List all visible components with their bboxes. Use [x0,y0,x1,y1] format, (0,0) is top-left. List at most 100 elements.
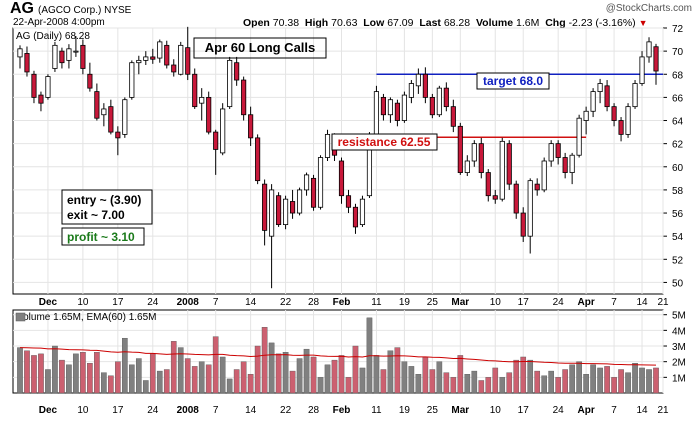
volume-x-tick-label: 2008 [177,405,200,416]
candle-body [338,160,345,197]
volume-bar [170,341,177,394]
volume-bar [149,353,156,394]
candle-body [387,99,393,116]
candle-body [17,48,23,58]
volume-bar [261,327,268,394]
candle-body [408,83,414,98]
candle-body [199,96,205,104]
candle-body [122,99,128,135]
volume-bar [247,374,254,394]
high-label: High [304,17,329,29]
volume-bar [191,366,198,394]
volume-bar [506,372,513,394]
volume-bar [45,369,51,394]
candle-body [569,154,575,173]
candle-body [639,56,645,84]
volume-bar [226,378,233,394]
volume-bar [184,358,191,394]
resistance-label-box [331,133,438,151]
candle-body [583,110,589,121]
candle-body [555,143,561,158]
volume-bar [541,375,548,394]
exit-label: exit ~ 7.00 [67,208,125,222]
candle-body [310,177,317,208]
volume-bar [590,364,596,394]
volume-x-tick-label: 22 [280,405,292,416]
volume-bar [527,359,534,394]
company-name: (AGCO Corp.) NYSE [38,5,132,16]
candle-body [178,44,184,75]
candle-body [220,108,226,154]
candle-body [492,195,498,200]
candle-body [632,83,638,108]
volume-bar [583,374,589,394]
candle-body [255,137,261,182]
volume-bar [156,370,163,394]
volume-bar [457,355,464,394]
volume-bar [233,369,240,394]
candle-body [590,91,596,112]
candle-body [457,125,463,173]
open-label: Open [243,17,270,29]
volume-bar [282,352,289,394]
candle-body [653,46,659,72]
volume-bar [289,370,296,394]
volume-bar [94,352,100,394]
volume-label: Volume [475,17,514,29]
candle-body [276,195,282,226]
price-tick-label: 52 [672,255,684,266]
volume-x-tick-label: Feb [333,405,351,416]
candle-body [478,143,484,173]
volume-bar [122,337,128,394]
candle-body [317,157,324,208]
candle-body [576,117,582,156]
price-x-tick-label: 17 [518,297,530,308]
price-x-tick-label: Mar [451,297,469,308]
candle-body [136,59,142,64]
candle-body [234,62,240,81]
volume-x-tick-label: 7 [611,405,617,416]
candle-body [548,143,554,162]
high-value: 70.63 [331,17,358,29]
chg-label: Chg [545,17,566,29]
volume-x-tick-label: 11 [371,405,382,416]
volume-bar [415,374,422,394]
volume-bar [115,361,121,394]
volume-bar [401,361,408,394]
candle-body [38,94,44,104]
last-label: Last [419,17,441,29]
volume-bar [177,347,184,394]
volume-bar [268,342,275,394]
entry-label: entry ~ (3.90) [67,193,141,207]
price-x-tick-label: 22 [280,297,292,308]
price-x-tick-label: 10 [77,297,89,308]
volume-tick-label: 1M [672,373,686,384]
volume-bar [646,369,652,394]
volume-bar [310,356,317,394]
candle-body [213,131,219,150]
volume-bar [569,364,575,394]
candle-body [352,206,359,228]
candle-body [248,114,254,139]
candle-body [415,73,421,87]
price-tick-label: 50 [672,278,684,289]
volume-bar [352,345,359,394]
candle-body [101,108,107,116]
volume-bar [625,372,631,394]
candle-body [164,44,170,66]
volume-x-tick-label: 10 [77,405,89,416]
price-panel-frame [12,27,664,295]
volume-bar [653,367,659,394]
volume-bar [38,353,44,394]
volume-tick-label: 2M [672,358,686,369]
candle-body [520,212,526,237]
candle-body [80,44,86,69]
volume-bar [422,356,429,394]
volume-ema-line [19,347,657,366]
price-x-tick-label: 7 [213,297,219,308]
price-x-tick-label: Apr [578,297,595,308]
candle-body [450,106,456,127]
volume-x-tick-label: Mar [451,405,469,416]
candle-body [562,157,568,173]
volume-legend-swatch [15,312,26,322]
